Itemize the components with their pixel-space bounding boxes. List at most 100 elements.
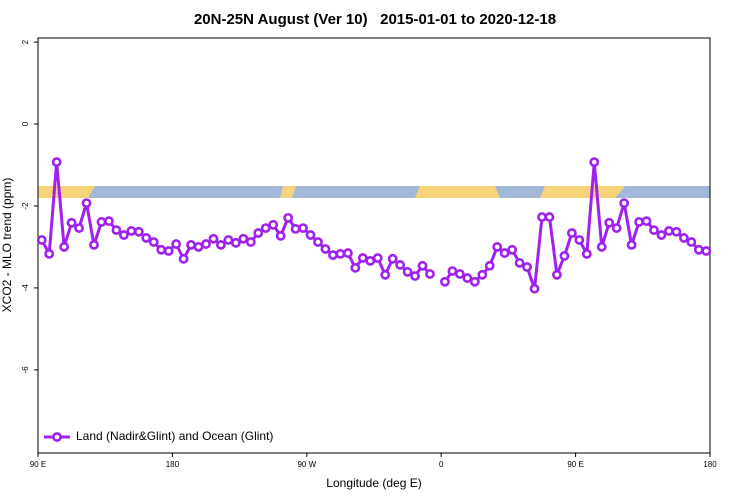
- y-tick-label: 0: [21, 121, 30, 126]
- plot-frame: [37, 37, 711, 454]
- point: [111, 225, 122, 236]
- point: [484, 260, 495, 271]
- point: [96, 217, 107, 227]
- point: [529, 283, 540, 294]
- y-tick-label: -2: [21, 202, 30, 210]
- point: [305, 230, 316, 240]
- map-band: [38, 186, 710, 198]
- point: [469, 276, 480, 287]
- point: [81, 198, 92, 208]
- point: [193, 242, 204, 252]
- point: [499, 248, 510, 258]
- point: [298, 223, 308, 233]
- point: [492, 242, 503, 252]
- point: [402, 267, 413, 277]
- legend-marker: [52, 432, 62, 442]
- point: [148, 237, 159, 247]
- point: [365, 255, 376, 266]
- x-axis-label: Longitude (deg E): [326, 476, 421, 490]
- point: [268, 219, 279, 230]
- point: [208, 233, 219, 244]
- point: [664, 226, 674, 236]
- point: [44, 248, 55, 259]
- point: [238, 233, 249, 244]
- point: [260, 223, 271, 233]
- point: [514, 258, 525, 268]
- point: [425, 269, 435, 279]
- point: [462, 273, 473, 283]
- point: [693, 244, 704, 255]
- y-tick-label: 2: [21, 39, 30, 44]
- x-tick-label: 90 E: [567, 460, 583, 469]
- point: [163, 246, 174, 256]
- y-tick-label: -4: [21, 284, 30, 292]
- point: [51, 157, 62, 168]
- point: [522, 262, 532, 272]
- legend-label: Land (Nadir&Glint) and Ocean (Glint): [76, 429, 273, 443]
- point: [230, 237, 241, 248]
- point: [477, 269, 488, 280]
- point: [290, 224, 301, 234]
- point: [678, 233, 689, 243]
- point: [589, 157, 600, 168]
- point: [537, 212, 547, 222]
- point: [380, 269, 391, 280]
- point: [275, 230, 286, 241]
- point: [350, 262, 361, 273]
- point: [245, 237, 256, 247]
- chart-title: 20N-25N August (Ver 10) 2015-01-01 to 20…: [194, 11, 556, 28]
- point: [201, 239, 211, 249]
- point: [141, 233, 152, 243]
- point: [566, 228, 577, 238]
- point: [447, 266, 458, 277]
- x-tick-label: 180: [703, 460, 717, 469]
- point: [328, 250, 338, 261]
- point: [156, 244, 167, 255]
- point: [216, 239, 226, 250]
- x-tick-label: 0: [439, 460, 444, 469]
- point: [253, 228, 264, 238]
- x-tick-label: 180: [166, 460, 180, 469]
- point: [417, 260, 428, 271]
- point: [634, 217, 644, 227]
- point: [619, 198, 630, 208]
- point: [178, 253, 189, 264]
- y-tick-label: -6: [21, 366, 30, 374]
- point: [313, 237, 323, 247]
- point: [59, 242, 70, 252]
- point: [66, 217, 77, 228]
- point: [171, 239, 182, 249]
- point: [626, 239, 637, 250]
- point: [596, 242, 607, 252]
- point: [395, 260, 406, 270]
- point: [440, 276, 450, 287]
- point: [552, 269, 562, 280]
- point: [641, 216, 652, 227]
- point: [357, 253, 368, 263]
- point: [223, 235, 234, 245]
- point: [701, 246, 712, 256]
- point: [387, 253, 398, 264]
- point: [133, 226, 144, 237]
- point: [611, 223, 622, 233]
- point: [126, 226, 137, 236]
- point: [74, 223, 84, 233]
- y-axis-label: XCO2 - MLO trend (ppm): [0, 178, 14, 313]
- x-tick-label: 90 E: [30, 460, 46, 469]
- point: [372, 253, 383, 263]
- point: [89, 239, 99, 250]
- point: [649, 225, 659, 236]
- point: [36, 235, 47, 245]
- point: [320, 244, 331, 254]
- point: [410, 271, 420, 281]
- point: [454, 269, 465, 279]
- point: [581, 248, 592, 259]
- point: [574, 235, 585, 245]
- point: [656, 230, 667, 240]
- point: [671, 226, 682, 237]
- point: [686, 237, 697, 247]
- point: [118, 230, 129, 240]
- point: [559, 251, 570, 261]
- point: [283, 212, 294, 223]
